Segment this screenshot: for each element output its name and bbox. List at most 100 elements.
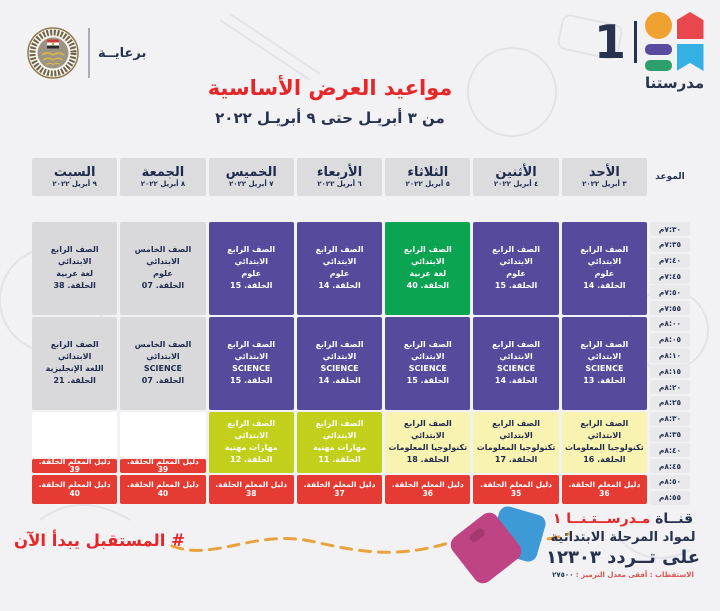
specs-line: الاستقطاب : أفقى معدل الترميز : ٢٧٥٠٠ [552, 571, 694, 579]
cell-line: الصف الرابع الابتدائي [50, 340, 99, 362]
cell-line: الحلقة. 14 [318, 281, 361, 291]
day-name: الخميس [225, 165, 277, 180]
schedule-cell: الصف الرابع الابتدائي تكنولوجيا المعلومات… [561, 411, 647, 473]
day-header-2: الثلاثاء ٥ أبريل ٢٠٢٢ [385, 158, 471, 196]
cell-line: SCIENCE [143, 364, 182, 374]
cell-line: الحلقة. 18 [406, 455, 449, 465]
cell-line: الحلقة. 13 [583, 376, 626, 386]
day-date: ٣ أبريل ٢٠٢٢ [582, 180, 627, 188]
cell-line: اللغة الإنجليزية [45, 364, 104, 374]
cell-line: الحلقة. 14 [318, 376, 361, 386]
schedule-cell: دليل المعلم الحلقة. 39 [120, 457, 206, 473]
cell-line: الصف الرابع الابتدائي [492, 340, 541, 362]
day-header-5: الجمعة ٨ أبريل ٢٠٢٢ [120, 158, 206, 196]
hashtag-slogan: # المستقبل يبدأ الآن [14, 531, 185, 550]
cell-line: دليل المعلم الحلقة. 39 [38, 456, 111, 474]
schedule-table: الموعد الأحد ٣ أبريل ٢٠٢٢ الأثنين ٤ أبريل ٢… [32, 158, 690, 507]
schedule-cell: الصف الرابع الابتدائي لغة عربية الحلقة. 40 [385, 222, 471, 315]
cell-line: الصف الرابع الابتدائي [492, 419, 541, 441]
time-slot-8: ٨:١٠م [650, 348, 690, 363]
time-slot-6: ٨:٠٠م [650, 316, 690, 332]
schedule-cell: الصف الرابع الابتدائي لغة عربية الحلقة. 38 [32, 222, 118, 315]
schedule-cell: الصف الخامس الابتدائي علوم الحلقة. 07 [120, 222, 206, 315]
cell-line: الصف الرابع الابتدائي [227, 419, 276, 441]
cell-line: تكنولوجيا المعلومات [388, 443, 468, 453]
cell-line: الصف الرابع الابتدائي [315, 419, 364, 441]
cell-line: مهارات مهنية [313, 443, 367, 453]
madrasetna-channel-logo: 1 مدرستنا [594, 12, 704, 92]
cell-line: SCIENCE [408, 364, 447, 374]
cell-line: الحلقة. 40 [406, 281, 449, 291]
time-slot-3: ٧:٤٥م [650, 269, 690, 284]
schedule-cell: دليل المعلم الحلقة. 36 [561, 474, 647, 505]
cell-line: دليل المعلم الحلقة. 38 [215, 480, 288, 498]
logo-circle-icon [644, 12, 672, 39]
time-slot-4: ٧:٥٠م [650, 285, 690, 300]
logo-house-icon [676, 12, 704, 39]
logo-bookmark-icon [676, 44, 704, 71]
channel-name: مدرستنا [645, 74, 705, 92]
cell-line: علوم [594, 269, 615, 279]
time-slot-10: ٨:٢٠م [650, 379, 690, 395]
day-date: ٩ أبريل ٢٠٢٢ [52, 180, 97, 188]
logo-mark [644, 12, 704, 71]
cell-line: الحلقة. 07 [141, 376, 185, 386]
cell-line: تكنولوجيا المعلومات [565, 443, 644, 453]
cell-line: الحلقة. 11 [318, 455, 361, 465]
page-title: مواعيد العرض الأساسية [207, 76, 453, 100]
schedule-cell: دليل المعلم الحلقة. 39 [32, 456, 118, 474]
time-slot-7: ٨:٠٥م [650, 332, 690, 347]
cell-line: دليل المعلم الحلقة. 40 [38, 480, 111, 498]
cell-line: الصف الرابع الابتدائي [492, 245, 541, 267]
cell-line: الحلقة. 12 [230, 455, 273, 465]
time-slot-15: ٨:٤٥م [650, 458, 690, 474]
cell-line: SCIENCE [585, 364, 624, 374]
cell-line: تكنولوجيا المعلومات [476, 443, 556, 453]
schedule-cell: الصف الرابع الابتدائي تكنولوجيا المعلومات… [385, 411, 471, 473]
cell-line: الصف الرابع الابتدائي [315, 340, 364, 362]
channel-line: قنــاة مـدرســتـنــا ١ [552, 511, 694, 527]
cell-line: الصف الرابع الابتدائي [50, 245, 99, 267]
schedule-cell: الصف الرابع الابتدائي مهارات مهنية الحلقة.… [296, 411, 383, 473]
cell-line: الحلقة. 15 [230, 281, 273, 291]
schedule-cell [120, 411, 206, 457]
cell-line: الصف الرابع الابتدائي [580, 245, 629, 267]
time-slot-12: ٨:٣٠م [650, 411, 690, 426]
schedule-cell: الصف الرابع الابتدائي SCIENCE الحلقة. 15 [208, 316, 294, 410]
cell-line: SCIENCE [497, 364, 536, 374]
cell-line: الحلقة. 15 [494, 281, 538, 291]
time-slot-14: ٨:٤٠م [650, 443, 690, 458]
cell-line: الصف الرابع الابتدائي [403, 419, 452, 441]
cell-line: دليل المعلم الحلقة. 35 [480, 480, 553, 498]
day-header-6: السبت ٩ أبريل ٢٠٢٢ [32, 158, 118, 196]
time-slot-13: ٨:٣٥م [650, 427, 690, 442]
day-date: ٥ أبريل ٢٠٢٢ [405, 180, 451, 188]
day-header-3: الأربعاء ٦ أبريل ٢٠٢٢ [296, 158, 383, 196]
schedule-cell: الصف الرابع الابتدائي علوم الحلقة. 14 [561, 222, 647, 315]
cell-line: الحلقة. 14 [494, 376, 538, 386]
cell-line: الحلقة. 16 [583, 455, 626, 465]
schedule-cell: الصف الرابع الابتدائي اللغة الإنجليزية الح… [32, 316, 118, 410]
time-column-header: الموعد [655, 172, 685, 182]
cell-line: الصف الخامس الابتدائي [134, 245, 192, 267]
cell-line: مهارات مهنية [224, 443, 278, 453]
time-slot-5: ٧:٥٥م [650, 300, 690, 316]
cell-line: دليل المعلم الحلقة. 36 [391, 480, 464, 498]
channel-number: 1 [594, 14, 627, 69]
day-name: السبت [53, 165, 96, 180]
time-slot-0: ٧:٣٠م [650, 222, 690, 237]
day-date: ٤ أبريل ٢٠٢٢ [493, 180, 539, 188]
cell-line: الصف الرابع الابتدائي [315, 245, 364, 267]
cell-line: الصف الرابع الابتدائي [227, 245, 276, 267]
cell-line: علوم [153, 269, 173, 279]
schedule-cell: الصف الرابع الابتدائي SCIENCE الحلقة. 14 [296, 316, 383, 410]
schedule-cell: دليل المعلم الحلقة. 40 [32, 474, 118, 505]
cell-line: الحلقة. 17 [494, 455, 538, 465]
time-slot-17: ٨:٥٥م [650, 490, 690, 505]
schedule-cell: الصف الرابع الابتدائي SCIENCE الحلقة. 14 [473, 316, 559, 410]
cell-line: SCIENCE [232, 364, 271, 374]
cell-line: علوم [241, 269, 262, 279]
logo-divider-bar [634, 20, 637, 63]
schedule-cell: دليل المعلم الحلقة. 35 [473, 474, 559, 505]
